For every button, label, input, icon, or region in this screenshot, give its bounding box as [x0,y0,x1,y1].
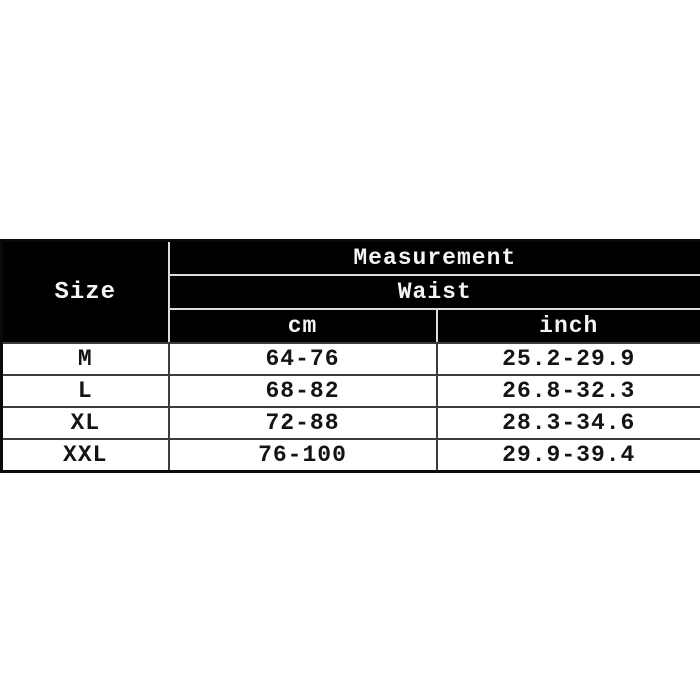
table-row-l: L 68-82 26.8-32.3 [0,374,700,408]
size-cell: L [0,374,170,408]
waist-subheader: Waist [167,274,700,310]
header-row-units: cm inch [2,308,700,344]
header-row-measurement: Size Measurement [0,239,700,344]
inch-value-cell: 29.9-39.4 [435,438,700,473]
cm-value-cell: 72-88 [167,406,438,440]
cm-unit-header: cm [167,308,438,344]
inch-value-cell: 26.8-32.3 [435,374,700,408]
size-cell: XXL [0,438,170,473]
size-corner-header: Size [0,239,170,344]
size-cell: XL [0,406,170,440]
table-row-xl: XL 72-88 28.3-34.6 [0,406,700,440]
size-chart-table: Size Measurement Waist cm inch M 64-76 2… [0,239,700,473]
inch-value-cell: 28.3-34.6 [435,406,700,440]
inch-value-cell: 25.2-29.9 [435,342,700,376]
cm-value-cell: 64-76 [167,342,438,376]
table-body: M 64-76 25.2-29.9 L 68-82 26.8-32.3 XL 7… [0,342,700,473]
cm-value-cell: 68-82 [167,374,438,408]
table-row-m: M 64-76 25.2-29.9 [0,342,700,376]
size-cell: M [0,342,170,376]
table-row-xxl: XXL 76-100 29.9-39.4 [0,438,700,473]
inch-unit-header: inch [435,308,700,344]
cm-value-cell: 76-100 [167,438,438,473]
table-header: Size Measurement Waist cm inch [0,239,700,344]
measurement-group-header: Measurement [167,239,700,276]
header-row-waist: Waist [2,274,700,310]
